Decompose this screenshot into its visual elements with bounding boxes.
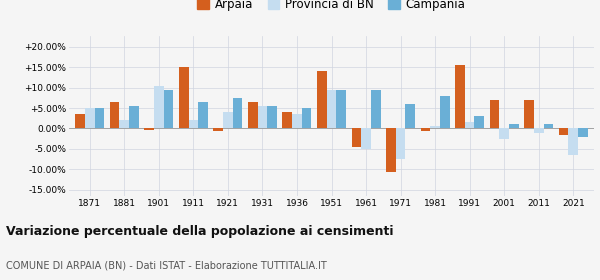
Bar [154,85,164,129]
Text: COMUNE DI ARPAIA (BN) - Dati ISTAT - Elaborazione TUTTITALIA.IT: COMUNE DI ARPAIA (BN) - Dati ISTAT - Ela… [6,260,327,270]
Bar [233,98,242,129]
Bar [85,108,95,129]
Bar [164,90,173,129]
Bar [361,129,371,149]
Bar [544,124,553,129]
Bar [267,106,277,129]
Bar [337,90,346,129]
Bar [430,127,440,129]
Bar [578,129,588,137]
Bar [421,129,430,130]
Bar [406,104,415,129]
Bar [490,100,499,129]
Bar [559,129,568,135]
Bar [534,129,544,132]
Bar [257,106,267,129]
Bar [283,112,292,129]
Bar [396,129,406,159]
Bar [302,108,311,129]
Bar [568,129,578,155]
Bar [214,129,223,130]
Bar [248,102,257,129]
Bar [499,129,509,139]
Bar [75,114,85,129]
Bar [352,129,361,147]
Bar [465,122,475,129]
Bar [292,114,302,129]
Bar [524,100,534,129]
Bar [95,108,104,129]
Bar [440,96,449,129]
Bar [326,90,337,129]
Bar [129,106,139,129]
Bar [509,124,519,129]
Bar [455,65,465,129]
Bar [179,67,188,129]
Bar [317,71,326,129]
Bar [198,102,208,129]
Bar [386,129,396,172]
Bar [144,129,154,130]
Bar [188,120,198,129]
Bar [119,120,129,129]
Bar [371,90,380,129]
Text: Variazione percentuale della popolazione ai censimenti: Variazione percentuale della popolazione… [6,225,394,238]
Bar [475,116,484,129]
Bar [110,102,119,129]
Legend: Arpaia, Provincia di BN, Campania: Arpaia, Provincia di BN, Campania [197,0,466,11]
Bar [223,112,233,129]
